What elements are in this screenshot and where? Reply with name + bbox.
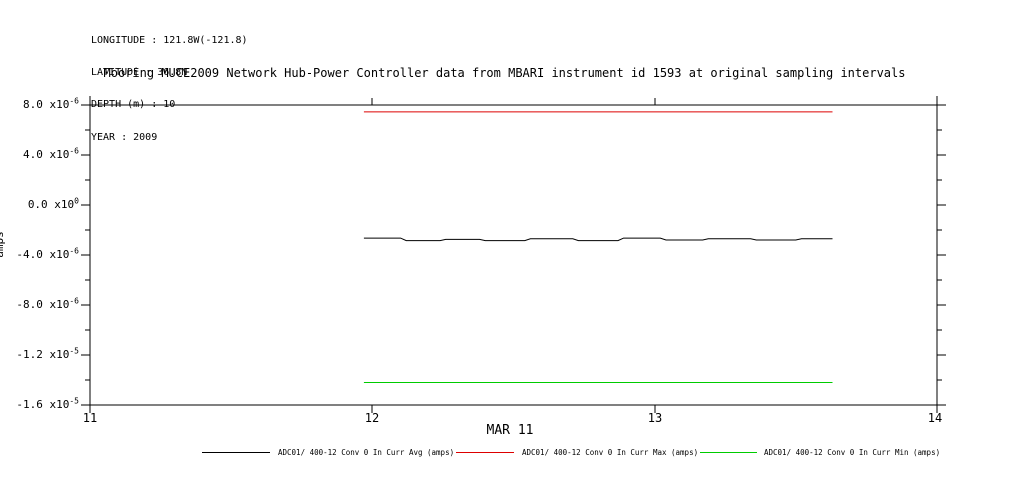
legend-label-avg: ADC01/ 400-12 Conv 0 In Curr Avg (amps) xyxy=(278,448,455,457)
meta-year: YEAR : 2009 xyxy=(91,131,158,143)
meta-longitude: LONGITUDE : 121.8W(-121.8) xyxy=(91,34,248,46)
legend-label-max: ADC01/ 400-12 Conv 0 In Curr Max (amps) xyxy=(522,448,699,457)
y-tick-label: 8.0 x10-6 xyxy=(23,96,79,111)
y-tick-label: -1.6 x10-5 xyxy=(16,396,79,411)
legend-label-min: ADC01/ 400-12 Conv 0 In Curr Min (amps) xyxy=(764,448,941,457)
meta-latitude: LATITUDE : 36.8N xyxy=(91,66,188,78)
legend-line-min xyxy=(700,452,757,453)
y-tick-label: 0.0 x100 xyxy=(27,196,79,211)
x-tick-label: 11 xyxy=(82,411,98,425)
legend-line-max xyxy=(456,452,514,453)
plot-title: Mooring MUCE2009 Network Hub-Power Contr… xyxy=(103,66,906,80)
y-tick-label: -1.2 x10-5 xyxy=(16,346,79,361)
y-tick-label: 4.0 x10-6 xyxy=(23,146,79,161)
y-tick-label: -8.0 x10-6 xyxy=(16,296,79,311)
x-axis-label: MAR 11 xyxy=(486,423,534,438)
legend-line-avg xyxy=(202,452,270,453)
y-tick-label: -4.0 x10-6 xyxy=(16,246,79,261)
x-tick-label: 14 xyxy=(927,411,943,425)
x-tick-label: 12 xyxy=(364,411,380,425)
x-tick-label: 13 xyxy=(647,411,663,425)
